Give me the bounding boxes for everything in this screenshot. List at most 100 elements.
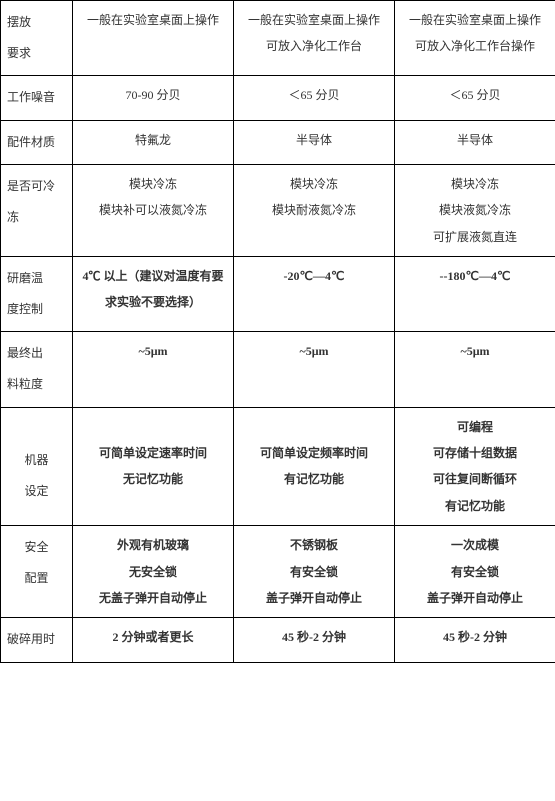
table-row: 摆放要求一般在实验室桌面上操作一般在实验室桌面上操作可放入净化工作台一般在实验室… [1,1,555,76]
label-line: 工作噪音 [7,82,68,113]
table-row: 破碎用时 2 分钟或者更长 45 秒-2 分钟 45 秒-2 分钟 [1,618,555,662]
row-label: 机器设定 [1,407,73,526]
table-row: 机器设定 可简单设定速率时间无记忆功能 可简单设定频率时间有记忆功能可编程可存储… [1,407,555,526]
cell: 45 秒-2 分钟 [234,618,395,662]
comparison-table: 摆放要求一般在实验室桌面上操作一般在实验室桌面上操作可放入净化工作台一般在实验室… [0,0,555,663]
cell-line: 无安全锁 [77,559,229,585]
label-line: 是否可冷 [7,171,68,202]
table-row: 安全配置外观有机玻璃无安全锁无盖子弹开自动停止不锈钢板有安全锁盖子弹开自动停止一… [1,526,555,618]
cell: 可编程可存储十组数据可往复间断循环有记忆功能 [395,407,555,526]
cell-line: 盖子弹开自动停止 [399,585,551,611]
cell-line: 模块补可以液氮冷冻 [77,197,229,223]
cell-line: 模块冷冻 [77,171,229,197]
cell: ~5μm [234,332,395,407]
cell: 可简单设定速率时间无记忆功能 [73,407,234,526]
cell-line [238,414,390,440]
cell-line: 有记忆功能 [238,466,390,492]
label-line: 摆放 [7,7,68,38]
cell-line: 有记忆功能 [399,493,551,519]
cell: 模块冷冻模块补可以液氮冷冻 [73,164,234,256]
cell-line: 一次成模 [399,532,551,558]
row-label: 是否可冷冻 [1,164,73,256]
label-line: 料粒度 [7,369,68,400]
table-row: 研磨温度控制4℃ 以上（建议对温度有要求实验不要选择）-20℃—4℃--180℃… [1,256,555,331]
cell: 一般在实验室桌面上操作可放入净化工作台操作 [395,1,555,76]
label-line: 机器 [5,445,68,476]
label-line: 最终出 [7,338,68,369]
cell-line: 45 秒-2 分钟 [399,624,551,650]
row-label: 配件材质 [1,120,73,164]
cell-line: 模块冷冻 [238,171,390,197]
label-line: 设定 [5,476,68,507]
cell: 特氟龙 [73,120,234,164]
cell-line: 无记忆功能 [77,466,229,492]
cell: 70-90 分贝 [73,76,234,120]
cell-line: 有安全锁 [238,559,390,585]
cell-line: ＜65 分贝 [399,82,551,108]
row-label: 研磨温度控制 [1,256,73,331]
label-line [5,414,68,445]
cell-line: 可编程 [399,414,551,440]
cell: ~5μm [395,332,555,407]
row-label: 摆放要求 [1,1,73,76]
cell-line: 2 分钟或者更长 [77,624,229,650]
cell-line: 有安全锁 [399,559,551,585]
cell-line: 45 秒-2 分钟 [238,624,390,650]
cell: 可简单设定频率时间有记忆功能 [234,407,395,526]
cell: 一般在实验室桌面上操作可放入净化工作台 [234,1,395,76]
cell-line: 可扩展液氮直连 [399,224,551,250]
cell: 2 分钟或者更长 [73,618,234,662]
cell: ＜65 分贝 [234,76,395,120]
table-row: 配件材质特氟龙半导体半导体 [1,120,555,164]
cell-line [77,414,229,440]
label-line: 冻 [7,202,68,233]
cell-line: ~5μm [77,338,229,364]
cell-line: 模块耐液氮冷冻 [238,197,390,223]
cell-line: 可简单设定频率时间 [238,440,390,466]
label-line: 度控制 [7,294,68,325]
cell-line: 4℃ 以上（建议对温度有要求实验不要选择） [77,263,229,316]
cell: 不锈钢板有安全锁盖子弹开自动停止 [234,526,395,618]
label-line: 破碎用时 [7,624,68,655]
row-label: 最终出料粒度 [1,332,73,407]
cell: 半导体 [234,120,395,164]
cell: --180℃—4℃ [395,256,555,331]
cell: 半导体 [395,120,555,164]
cell: 4℃ 以上（建议对温度有要求实验不要选择） [73,256,234,331]
cell-line: 一般在实验室桌面上操作 [238,7,390,33]
cell-line: ＜65 分贝 [238,82,390,108]
table-row: 最终出料粒度~5μm~5μm~5μm [1,332,555,407]
cell-line: ~5μm [238,338,390,364]
cell-line: 一般在实验室桌面上操作 [399,7,551,33]
table-row: 是否可冷冻模块冷冻模块补可以液氮冷冻模块冷冻模块耐液氮冷冻模块冷冻模块液氮冷冻可… [1,164,555,256]
cell-line: 一般在实验室桌面上操作 [77,7,229,33]
cell-line: 特氟龙 [77,127,229,153]
label-line: 研磨温 [7,263,68,294]
cell-line: 无盖子弹开自动停止 [77,585,229,611]
cell-line: 70-90 分贝 [77,82,229,108]
cell-line: 不锈钢板 [238,532,390,558]
cell: 模块冷冻模块耐液氮冷冻 [234,164,395,256]
label-line: 安全 [5,532,68,563]
cell: ~5μm [73,332,234,407]
cell-line: 半导体 [399,127,551,153]
cell: 模块冷冻模块液氮冷冻可扩展液氮直连 [395,164,555,256]
cell-line: 可往复间断循环 [399,466,551,492]
cell-line: 半导体 [238,127,390,153]
cell-line: 外观有机玻璃 [77,532,229,558]
label-line: 配置 [5,563,68,594]
cell-line: 可放入净化工作台操作 [399,33,551,59]
cell: 45 秒-2 分钟 [395,618,555,662]
cell-line: 模块液氮冷冻 [399,197,551,223]
cell-line: 可放入净化工作台 [238,33,390,59]
cell: 一般在实验室桌面上操作 [73,1,234,76]
row-label: 破碎用时 [1,618,73,662]
row-label: 安全配置 [1,526,73,618]
cell: 一次成模有安全锁盖子弹开自动停止 [395,526,555,618]
cell: 外观有机玻璃无安全锁无盖子弹开自动停止 [73,526,234,618]
cell: -20℃—4℃ [234,256,395,331]
cell-line: 模块冷冻 [399,171,551,197]
table-row: 工作噪音 70-90 分贝 ＜65 分贝 ＜65 分贝 [1,76,555,120]
cell-line: -20℃—4℃ [238,263,390,289]
cell-line: 盖子弹开自动停止 [238,585,390,611]
